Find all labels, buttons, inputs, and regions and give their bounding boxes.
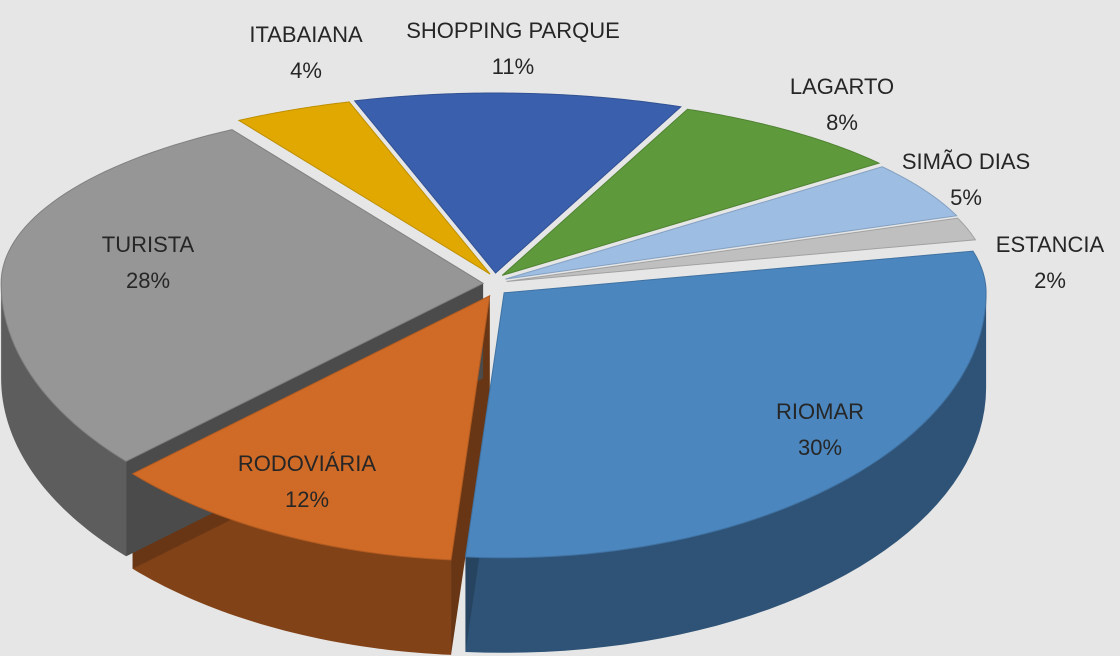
- slice-value-label: 28%: [126, 268, 170, 293]
- slice: [505, 166, 958, 280]
- slice-value-label: 30%: [798, 435, 842, 460]
- slice: [237, 101, 491, 275]
- slice-value-label: 12%: [285, 487, 329, 512]
- slice-side: [1, 283, 127, 557]
- slice: [506, 217, 977, 282]
- slice-label: TURISTA: [102, 232, 195, 257]
- slice-value-label: 2%: [1034, 268, 1066, 293]
- slice-value-label: 8%: [826, 110, 858, 135]
- slice-label: SHOPPING PARQUE: [406, 18, 620, 43]
- slice-side: [465, 292, 987, 653]
- slice: [501, 108, 881, 276]
- slice-label: ESTANCIA: [996, 232, 1105, 257]
- slice-label: LAGARTO: [790, 74, 894, 99]
- slice-label: RIOMAR: [776, 399, 864, 424]
- slice: [131, 294, 491, 561]
- slice: [0, 129, 485, 462]
- slice-label: SIMÃO DIAS: [902, 149, 1030, 174]
- slice-label: RODOVIÁRIA: [238, 451, 376, 476]
- slice: [353, 92, 682, 274]
- slice-value-label: 5%: [950, 185, 982, 210]
- slice: [464, 250, 987, 559]
- slice-value-label: 4%: [290, 58, 322, 83]
- slice-value-label: 11%: [492, 54, 534, 79]
- slice-label: ITABAIANA: [249, 22, 363, 47]
